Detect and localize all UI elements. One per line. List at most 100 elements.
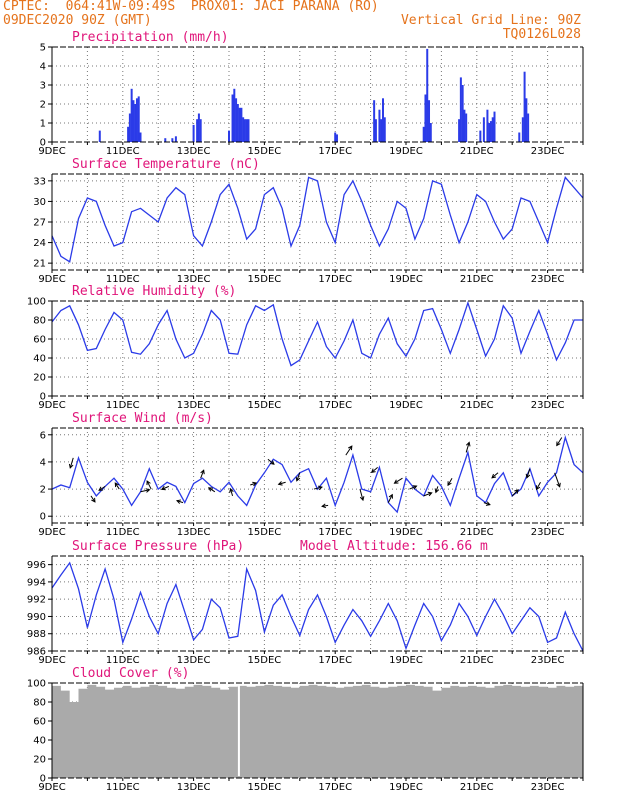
x-tick-label: 9DEC	[38, 655, 65, 666]
precip-bar	[381, 98, 384, 142]
x-tick-label: 17DEC	[318, 527, 352, 538]
y-tick-label: 21	[33, 259, 46, 270]
precip-bar	[488, 123, 491, 142]
y-tick-label: 992	[27, 595, 46, 606]
x-tick-label: 19DEC	[389, 782, 423, 793]
precip-bar	[135, 98, 138, 142]
x-tick-label: 9DEC	[38, 782, 65, 793]
precip-bar	[465, 113, 468, 142]
wind-arrow	[556, 437, 563, 446]
x-tick-label: 21DEC	[460, 527, 494, 538]
panel-title: Surface Pressure (hPa)	[72, 539, 244, 554]
x-tick-label: 13DEC	[177, 655, 211, 666]
y-tick-label: 996	[27, 560, 46, 571]
wind-arrow-head	[175, 499, 182, 504]
x-tick-label: 17DEC	[318, 655, 352, 666]
x-tick-label: 9DEC	[38, 274, 65, 285]
wind-arrow	[483, 502, 491, 506]
wind-arrow-head	[348, 445, 353, 451]
wind-arrow-head	[321, 503, 327, 509]
precip-bar	[479, 130, 482, 142]
x-tick-label: 21DEC	[460, 655, 494, 666]
x-tick-label: 15DEC	[248, 655, 282, 666]
wind-arrow	[394, 477, 403, 484]
wind-arrow-head	[370, 468, 376, 474]
y-tick-label: 30	[33, 197, 46, 208]
precip-bar	[429, 123, 432, 142]
x-tick-label: 11DEC	[106, 655, 140, 666]
wind-arrow	[230, 488, 234, 496]
wind-arrow-head	[393, 479, 399, 484]
wind-arrow-head	[434, 488, 440, 494]
y-tick-label: 0	[40, 138, 46, 149]
series-line	[51, 300, 583, 367]
precip-bar	[489, 121, 492, 142]
precip-bar	[523, 71, 526, 142]
x-tick-label: 11DEC	[106, 400, 140, 411]
y-tick-label: 80	[33, 698, 46, 709]
y-tick-label: 4	[40, 457, 46, 468]
x-tick-label: 21DEC	[460, 400, 494, 411]
x-tick-label: 15DEC	[248, 782, 282, 793]
series-line	[51, 435, 584, 514]
wind-arrow	[511, 489, 519, 497]
precip-bar	[461, 85, 464, 142]
wind-arrow	[114, 482, 120, 490]
y-tick-label: 3	[40, 81, 46, 92]
wind-arrow-head	[485, 501, 491, 506]
wind-arrow	[465, 442, 470, 453]
precip-bar	[238, 107, 241, 142]
wind-arrow	[435, 486, 439, 493]
x-tick-label: 17DEC	[318, 782, 352, 793]
y-tick-label: 2	[40, 100, 46, 111]
wind-arrow	[98, 485, 106, 491]
precip-bar	[197, 113, 200, 142]
x-tick-label: 13DEC	[177, 274, 211, 285]
y-tick-label: 5	[40, 43, 46, 54]
x-tick-label: 13DEC	[177, 527, 211, 538]
precip-bar	[247, 119, 250, 142]
series-line	[51, 561, 584, 652]
wind-arrow-head	[146, 480, 151, 486]
cloud-area	[52, 684, 583, 778]
wind-arrow	[69, 457, 74, 469]
precip-bar	[463, 109, 466, 142]
panel-title: Relative Humidity (%)	[72, 284, 236, 299]
wind-arrow-head	[536, 485, 541, 491]
x-tick-label: 23DEC	[531, 274, 565, 285]
wind-arrow-head	[68, 463, 74, 469]
wind-arrow	[296, 472, 301, 481]
precip-bar	[174, 136, 177, 142]
precip-bar	[231, 94, 234, 142]
precip-bar	[242, 117, 245, 142]
x-tick-label: 21DEC	[460, 782, 494, 793]
precip-bar	[233, 88, 236, 142]
header-gridline: Vertical Grid Line: 90Z	[400, 13, 581, 28]
y-tick-label: 80	[33, 316, 46, 327]
wind-arrow-head	[556, 441, 561, 447]
wind-arrow	[278, 481, 286, 485]
wind-arrow-head	[317, 485, 323, 491]
y-tick-label: 0	[40, 392, 46, 403]
wind-arrow-head	[525, 473, 531, 479]
panel-title: Surface Temperature (nC)	[72, 157, 260, 172]
x-tick-label: 9DEC	[38, 400, 65, 411]
y-tick-label: 40	[33, 736, 46, 747]
x-tick-label: 9DEC	[38, 146, 65, 157]
y-tick-label: 6	[40, 430, 46, 441]
x-tick-label: 19DEC	[389, 527, 423, 538]
x-tick-label: 23DEC	[531, 655, 565, 666]
precip-bar	[171, 138, 174, 142]
precip-bar	[128, 113, 131, 142]
y-tick-label: 40	[33, 354, 46, 365]
wind-arrow	[387, 494, 393, 503]
precip-bar	[132, 100, 135, 142]
precip-bar	[373, 100, 376, 142]
precip-bar	[491, 117, 494, 142]
header-model: TQ0126L028	[502, 27, 581, 42]
wind-arrow	[146, 480, 152, 490]
wind-arrow-head	[91, 497, 96, 503]
wind-arrow	[90, 495, 96, 503]
y-tick-label: 33	[33, 176, 46, 187]
